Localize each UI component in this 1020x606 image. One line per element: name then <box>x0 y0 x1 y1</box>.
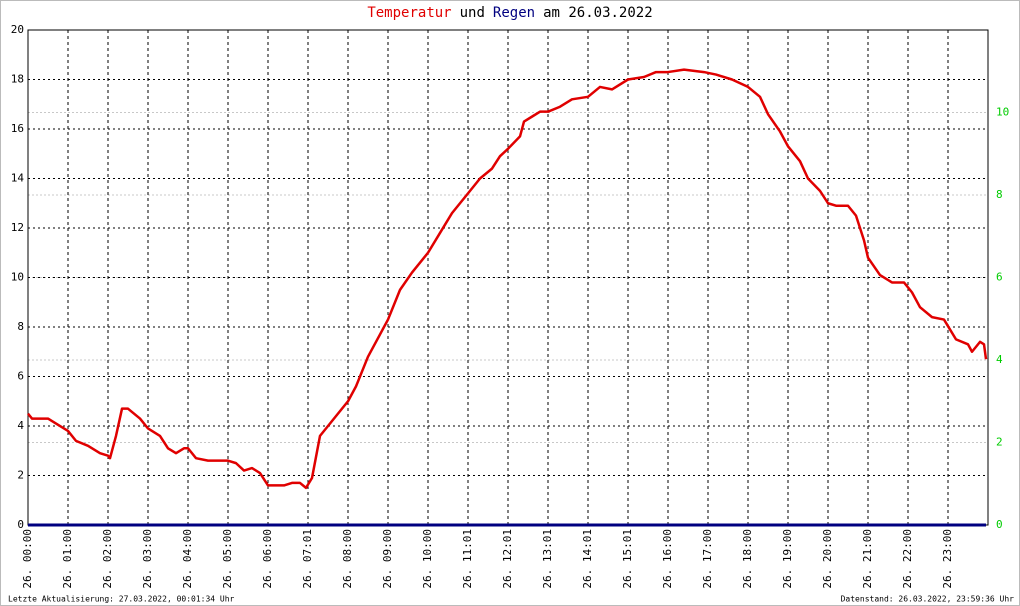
y2-tick-label: 2 <box>996 436 1003 449</box>
chart-title: Temperatur und Regen am 26.03.2022 <box>367 5 652 21</box>
y-tick-label: 2 <box>17 469 24 482</box>
title-part: Temperatur <box>367 5 451 21</box>
x-tick-label: 26. 00:00 <box>21 529 34 589</box>
x-tick-label: 26. 16:00 <box>661 529 674 589</box>
title-part: Regen <box>493 5 535 21</box>
y-tick-label: 14 <box>11 172 25 185</box>
x-tick-label: 26. 08:00 <box>341 529 354 589</box>
x-tick-label: 26. 01:00 <box>61 529 74 589</box>
y-tick-label: 4 <box>17 419 24 432</box>
x-tick-label: 26. 23:00 <box>941 529 954 589</box>
x-tick-label: 26. 17:00 <box>701 529 714 589</box>
y-tick-label: 0 <box>17 518 24 531</box>
y-tick-label: 12 <box>11 221 24 234</box>
x-tick-label: 26. 13:01 <box>541 529 554 589</box>
x-tick-label: 26. 18:00 <box>741 529 754 589</box>
x-tick-label: 26. 11:01 <box>461 529 474 589</box>
x-tick-label: 26. 05:00 <box>221 529 234 589</box>
x-tick-label: 26. 10:00 <box>421 529 434 589</box>
y-tick-label: 6 <box>17 370 24 383</box>
x-tick-label: 26. 07:01 <box>301 529 314 589</box>
x-tick-label: 26. 03:00 <box>141 529 154 589</box>
x-tick-label: 26. 20:00 <box>821 529 834 589</box>
x-tick-label: 26. 12:01 <box>501 529 514 589</box>
series-line <box>27 68 988 490</box>
y-tick-label: 16 <box>11 122 24 135</box>
y-tick-label: 8 <box>17 320 24 333</box>
title-part: am 26.03.2022 <box>543 5 653 21</box>
x-tick-label: 26. 04:00 <box>181 529 194 589</box>
x-tick-label: 26. 21:00 <box>861 529 874 589</box>
y2-tick-label: 6 <box>996 271 1003 284</box>
footer-left: Letzte Aktualisierung: 27.03.2022, 00:01… <box>8 595 235 604</box>
y2-tick-label: 0 <box>996 518 1003 531</box>
x-tick-label: 26. 22:00 <box>901 529 914 589</box>
y-tick-label: 18 <box>11 73 24 86</box>
x-tick-label: 26. 14:01 <box>581 529 594 589</box>
title-part: und <box>460 5 485 21</box>
x-tick-label: 26. 09:00 <box>381 529 394 589</box>
x-tick-label: 26. 06:00 <box>261 529 274 589</box>
y2-tick-label: 8 <box>996 188 1003 201</box>
x-tick-label: 26. 19:00 <box>781 529 794 589</box>
x-tick-label: 26. 15:01 <box>621 529 634 589</box>
y-tick-label: 10 <box>11 271 24 284</box>
y2-tick-label: 4 <box>996 353 1003 366</box>
y2-tick-label: 10 <box>996 106 1009 119</box>
footer-right: Datenstand: 26.03.2022, 23:59:36 Uhr <box>841 595 1015 604</box>
y-tick-label: 20 <box>11 23 24 36</box>
x-tick-label: 26. 02:00 <box>101 529 114 589</box>
